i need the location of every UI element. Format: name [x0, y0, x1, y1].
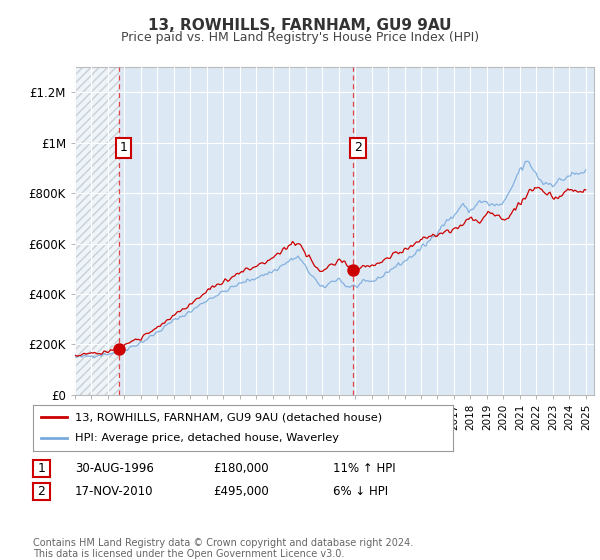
Text: Contains HM Land Registry data © Crown copyright and database right 2024.
This d: Contains HM Land Registry data © Crown c…	[33, 538, 413, 559]
Text: 11% ↑ HPI: 11% ↑ HPI	[333, 462, 395, 475]
Text: 2: 2	[37, 484, 46, 498]
Bar	[75, 67, 119, 395]
Text: 6% ↓ HPI: 6% ↓ HPI	[333, 484, 388, 498]
Text: 1: 1	[120, 141, 128, 155]
Text: 1: 1	[37, 462, 46, 475]
Text: Price paid vs. HM Land Registry's House Price Index (HPI): Price paid vs. HM Land Registry's House …	[121, 31, 479, 44]
Text: £180,000: £180,000	[213, 462, 269, 475]
Text: 13, ROWHILLS, FARNHAM, GU9 9AU: 13, ROWHILLS, FARNHAM, GU9 9AU	[148, 18, 452, 32]
Text: £495,000: £495,000	[213, 484, 269, 498]
Text: 30-AUG-1996: 30-AUG-1996	[75, 462, 154, 475]
Text: HPI: Average price, detached house, Waverley: HPI: Average price, detached house, Wave…	[75, 433, 339, 444]
Text: 13, ROWHILLS, FARNHAM, GU9 9AU (detached house): 13, ROWHILLS, FARNHAM, GU9 9AU (detached…	[75, 412, 382, 422]
Text: 17-NOV-2010: 17-NOV-2010	[75, 484, 154, 498]
Text: 2: 2	[354, 141, 362, 155]
